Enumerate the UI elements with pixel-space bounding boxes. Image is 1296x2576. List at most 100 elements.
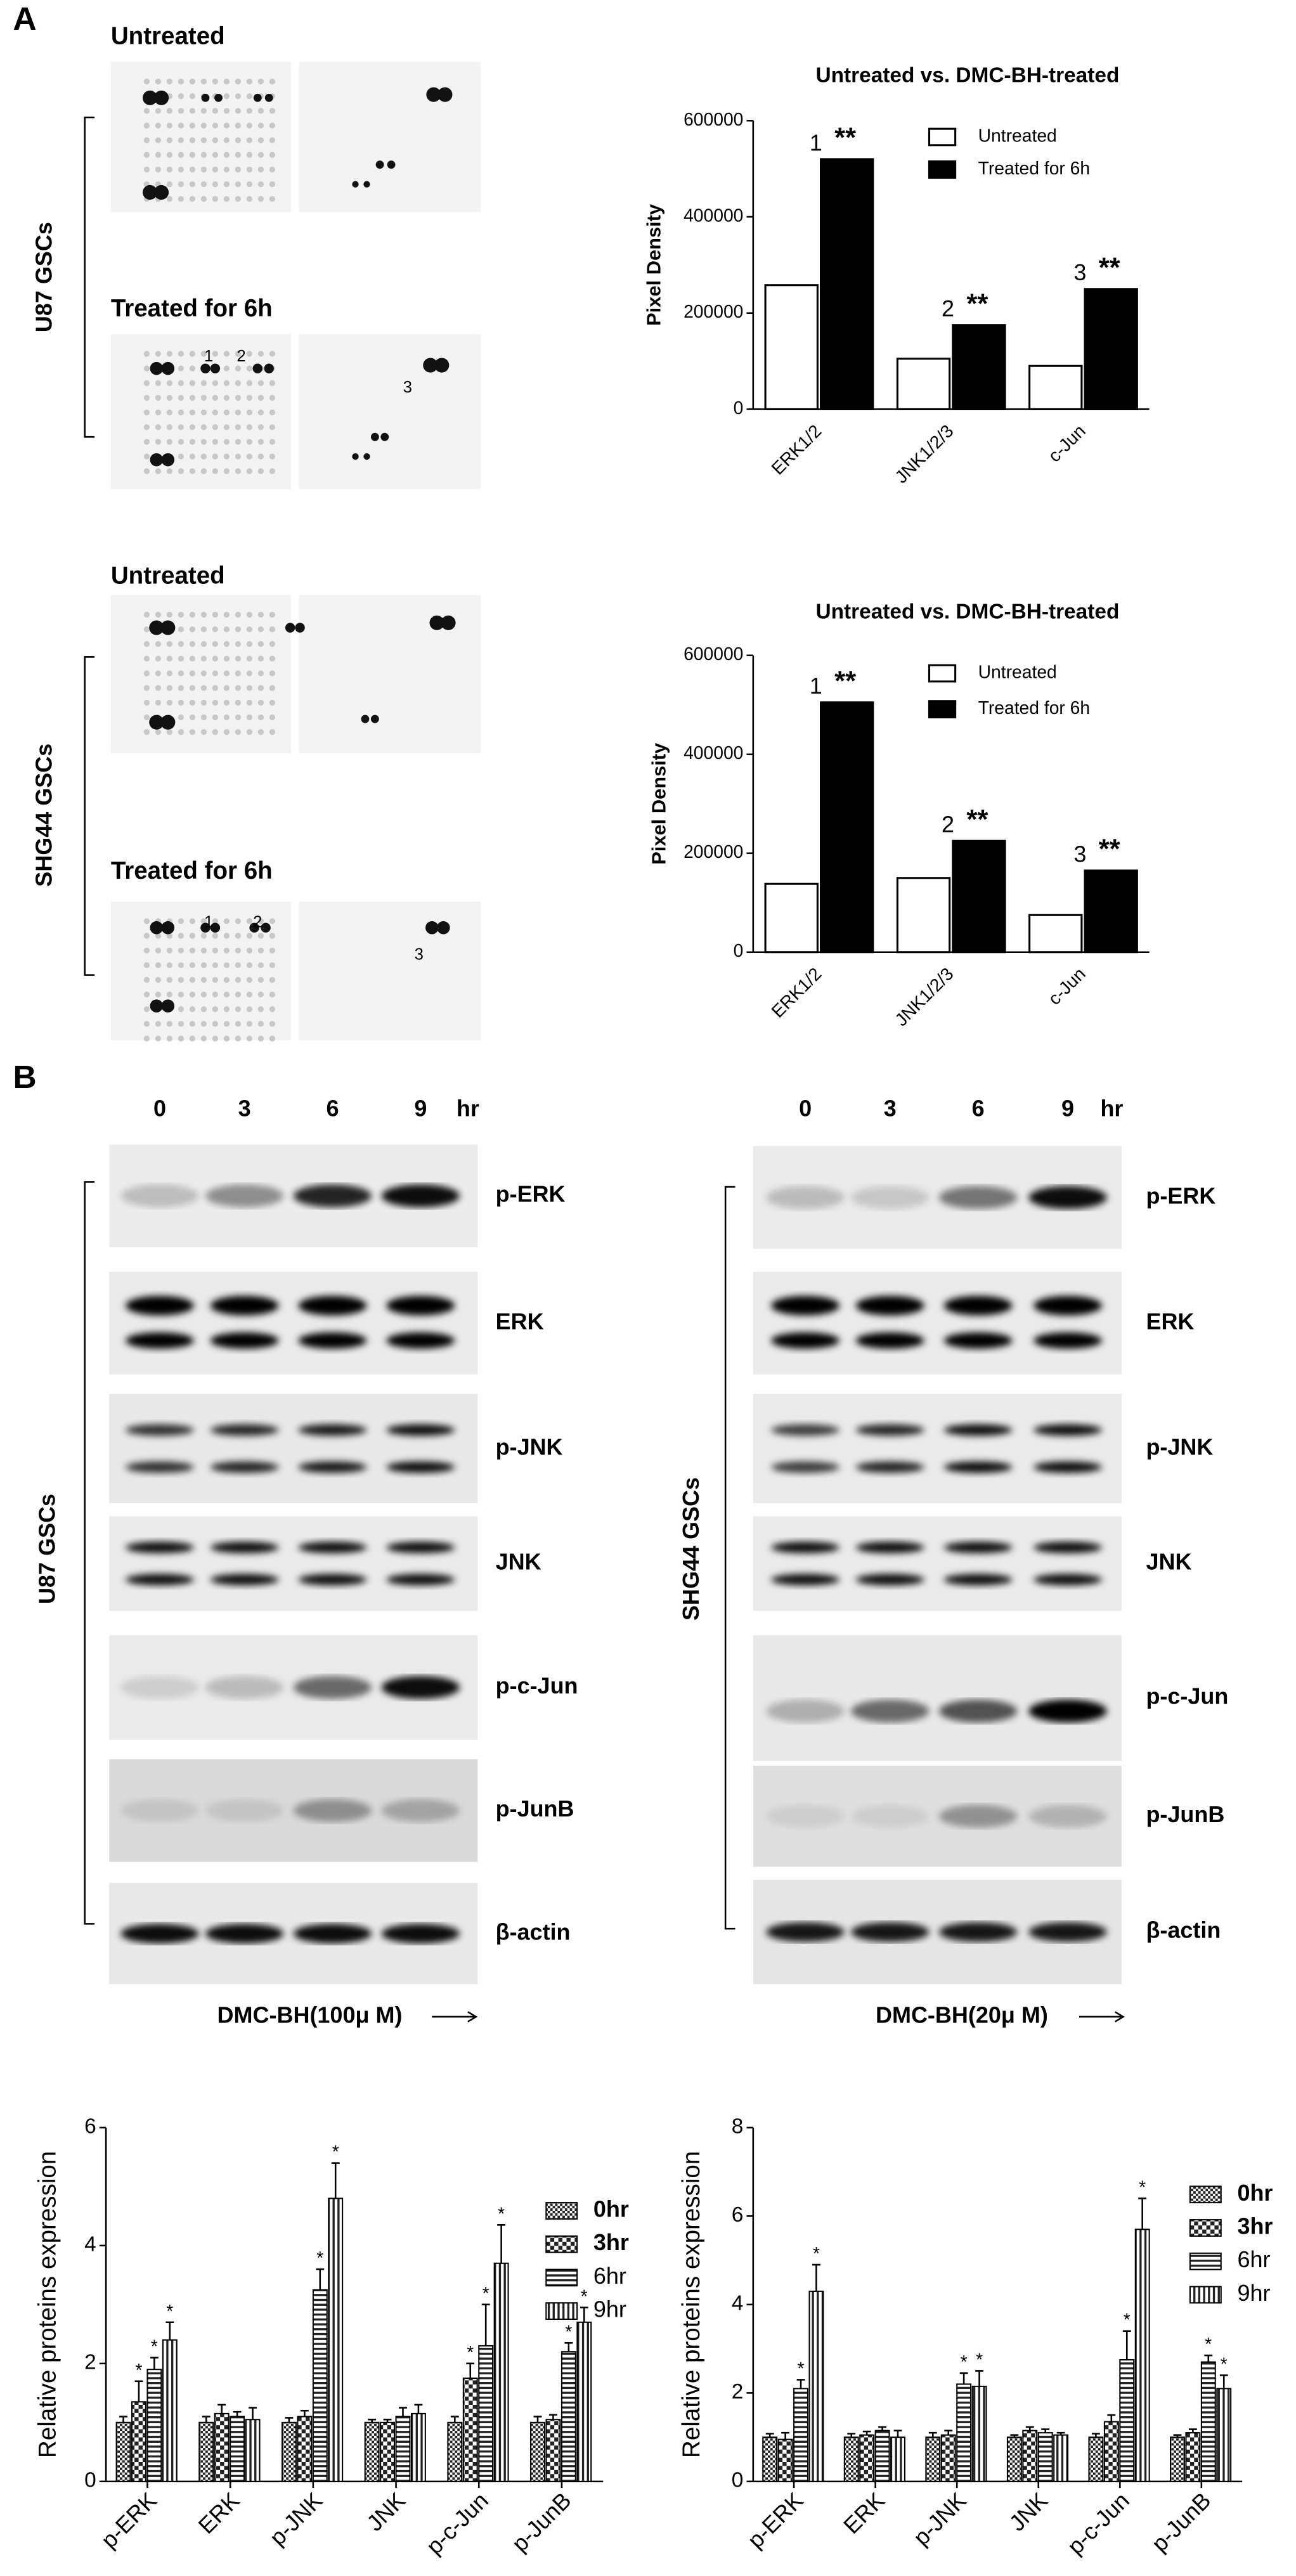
array-spot: [246, 166, 253, 173]
array-spot: [223, 1021, 230, 1027]
array-spot: [200, 611, 207, 618]
bar: [940, 2434, 956, 2482]
array-spot: [200, 424, 207, 430]
array-spot: [189, 439, 196, 445]
error-bar: [928, 2431, 937, 2438]
band: [386, 1541, 455, 1553]
array-spot: [269, 656, 275, 662]
array-spot: [235, 137, 242, 143]
array-spot: [200, 439, 207, 445]
array-spot: [143, 699, 150, 706]
array-spot: [155, 1021, 162, 1027]
array-spot: [246, 670, 253, 676]
array-spot: [223, 641, 230, 647]
array-spot: [200, 933, 207, 939]
array-spot: [178, 137, 185, 143]
band: [938, 1922, 1018, 1942]
bar-label: 2: [942, 812, 954, 838]
x-tick-label: p-ERK: [742, 2487, 808, 2553]
protein-label: p-c-Jun: [496, 1673, 578, 1699]
legend-swatch: [928, 664, 957, 683]
blot-bands: [766, 1186, 1107, 1209]
array-spot: [150, 921, 164, 935]
array-spot: [269, 1006, 275, 1013]
array-spot: [257, 962, 264, 968]
array-spot: [212, 468, 219, 474]
array-spot: [246, 611, 253, 618]
band: [943, 1424, 1013, 1436]
condition-label: Untreated: [111, 562, 225, 590]
array-spot: [246, 626, 253, 633]
blot-bands: [771, 1295, 1103, 1349]
error-bar: [1219, 2374, 1228, 2389]
band: [1028, 1699, 1107, 1723]
array-spot: [178, 947, 185, 954]
array-spot: [178, 918, 185, 924]
array-spot: [166, 351, 173, 357]
array-spot: [178, 78, 185, 85]
array-spot: [246, 380, 253, 386]
array-spot: [161, 921, 175, 935]
array-spot: [269, 670, 275, 676]
array-spot: [155, 656, 162, 662]
array-spot: [264, 363, 274, 373]
bar: [230, 2416, 245, 2482]
array-spot: [269, 468, 275, 474]
array-spot: [189, 656, 196, 662]
array-spot: [166, 1021, 173, 1027]
x-tick-label: ERK1/2: [767, 420, 826, 479]
legend-swatch: [928, 160, 957, 179]
array-spot: [166, 991, 173, 998]
array-spot: [257, 714, 264, 721]
band: [205, 1184, 284, 1208]
band: [851, 1804, 930, 1828]
array-spot: [200, 626, 207, 633]
array-spot: [223, 918, 230, 924]
array-spot: [160, 620, 176, 635]
array-spot: [246, 991, 253, 998]
error-bar: [414, 2404, 423, 2414]
error-bar: [944, 2430, 953, 2435]
array-spot: [370, 715, 379, 723]
array-spot: [269, 699, 275, 706]
blot-bands: [125, 1424, 455, 1473]
lane-label: 6: [972, 1096, 985, 1122]
array-spot: [212, 394, 219, 401]
bar: [1037, 2432, 1053, 2482]
array-spot: [210, 922, 221, 933]
array-spot: [200, 78, 207, 85]
bar: [146, 2369, 162, 2482]
cell-line-label: U87 GSCs: [30, 222, 56, 332]
array-spot: [143, 152, 150, 158]
array-spot: [223, 122, 230, 129]
array-spot: [269, 641, 275, 647]
legend-label: 6hr: [593, 2263, 626, 2289]
array-image: [110, 334, 291, 489]
array-spot: [178, 641, 185, 647]
array-spot: [257, 1021, 264, 1027]
array-spot: [223, 962, 230, 968]
array-spot: [149, 715, 164, 730]
array-spot: [246, 196, 253, 202]
condition-label: Treated for 6h: [111, 295, 273, 322]
array-spot: [223, 196, 230, 202]
array-spot: [155, 108, 162, 114]
bar: [896, 358, 951, 410]
array-spot: [269, 1035, 275, 1042]
blot-strip: [753, 1271, 1122, 1375]
array-spot: [212, 728, 219, 735]
significance-label: *: [961, 2352, 968, 2372]
bracket: [84, 1181, 95, 1925]
array-spot: [178, 976, 185, 983]
array-spot: [155, 1035, 162, 1042]
bar-label: 1: [810, 129, 822, 155]
array-spot: [166, 409, 173, 416]
array-spot: [155, 78, 162, 85]
array-spot: [143, 453, 150, 460]
array-spot: [200, 641, 207, 647]
x-tick-label: JNK1/2/3: [891, 964, 957, 1030]
array-spot: [212, 699, 219, 706]
error-bar: [959, 2372, 968, 2385]
band: [125, 1295, 194, 1316]
array-spot: [143, 656, 150, 662]
